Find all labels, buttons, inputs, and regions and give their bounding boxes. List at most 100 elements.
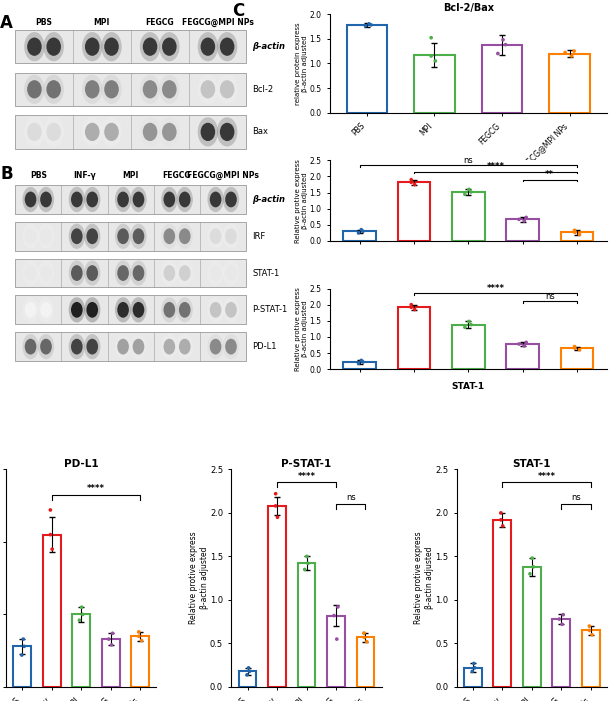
Ellipse shape: [85, 38, 99, 56]
Point: [558, 609, 568, 620]
Point: [574, 344, 584, 355]
Bar: [15, 30, 246, 63]
Point: [460, 189, 470, 200]
Text: ns: ns: [463, 156, 473, 165]
Ellipse shape: [104, 80, 119, 98]
Ellipse shape: [164, 229, 175, 244]
Point: [584, 620, 594, 632]
Text: IRF: IRF: [253, 232, 265, 240]
Text: PD-L1: PD-L1: [253, 342, 277, 351]
Bar: [482, 45, 522, 113]
Point: [333, 601, 343, 613]
Ellipse shape: [179, 229, 191, 244]
Ellipse shape: [177, 224, 193, 249]
Ellipse shape: [197, 75, 218, 104]
Text: ****: ****: [297, 472, 316, 481]
Point: [466, 319, 476, 330]
Ellipse shape: [86, 229, 98, 244]
Ellipse shape: [140, 117, 160, 147]
Ellipse shape: [25, 75, 45, 104]
Point: [587, 629, 597, 640]
Point: [521, 336, 531, 348]
Ellipse shape: [131, 224, 147, 249]
Text: A: A: [0, 14, 13, 32]
Text: ns: ns: [545, 292, 555, 301]
Bar: [343, 362, 376, 369]
Ellipse shape: [210, 229, 221, 244]
Ellipse shape: [200, 38, 215, 56]
Text: FEGCG@MPI NPs: FEGCG@MPI NPs: [188, 171, 259, 180]
Ellipse shape: [71, 229, 83, 244]
Point: [47, 543, 57, 554]
Ellipse shape: [140, 75, 160, 104]
Ellipse shape: [143, 123, 158, 141]
Point: [366, 19, 376, 30]
Point: [469, 658, 479, 669]
Text: MPI: MPI: [94, 18, 110, 27]
Text: ns: ns: [346, 494, 356, 503]
Ellipse shape: [179, 191, 191, 207]
Ellipse shape: [40, 265, 52, 281]
Point: [430, 55, 440, 67]
Bar: [561, 348, 593, 369]
Point: [498, 34, 508, 46]
Bar: [582, 630, 600, 687]
Ellipse shape: [220, 80, 234, 98]
Bar: [552, 619, 570, 687]
Point: [409, 179, 419, 190]
Text: FEGCG: FEGCG: [145, 18, 174, 27]
Y-axis label: relative protein express
β-actin adjusted: relative protein express β-actin adjuste…: [295, 22, 308, 104]
Point: [359, 627, 369, 639]
Point: [45, 504, 55, 515]
Title: Bcl-2/Bax: Bcl-2/Bax: [443, 4, 493, 13]
Point: [302, 551, 312, 562]
Point: [557, 619, 567, 630]
Ellipse shape: [82, 75, 102, 104]
Point: [104, 634, 113, 645]
Text: FEGCG@MPI NPs: FEGCG@MPI NPs: [181, 18, 253, 27]
Point: [362, 636, 371, 647]
Point: [134, 631, 144, 642]
Point: [406, 301, 416, 313]
Bar: [43, 535, 61, 687]
Ellipse shape: [179, 339, 191, 355]
Ellipse shape: [23, 260, 39, 286]
X-axis label: STAT-1: STAT-1: [452, 381, 485, 390]
Y-axis label: Relative protive express
β-actin adjusted: Relative protive express β-actin adjuste…: [189, 532, 208, 625]
Point: [406, 174, 416, 185]
Point: [406, 177, 416, 188]
Bar: [346, 25, 387, 113]
Point: [332, 634, 341, 645]
Point: [17, 649, 27, 660]
Ellipse shape: [25, 265, 36, 281]
Y-axis label: Relative protive express
β-actin adjusted: Relative protive express β-actin adjuste…: [295, 287, 308, 371]
Point: [567, 50, 577, 62]
Ellipse shape: [177, 187, 193, 212]
Ellipse shape: [104, 123, 119, 141]
Ellipse shape: [159, 32, 180, 61]
Bar: [15, 332, 246, 361]
Ellipse shape: [40, 302, 52, 318]
Ellipse shape: [210, 302, 221, 318]
Title: P-STAT-1: P-STAT-1: [281, 458, 332, 468]
Point: [364, 18, 374, 29]
Ellipse shape: [25, 117, 45, 147]
Point: [569, 46, 579, 57]
Bar: [268, 506, 286, 687]
Bar: [506, 219, 539, 241]
Point: [470, 662, 479, 674]
Bar: [15, 222, 246, 250]
Bar: [506, 344, 539, 369]
X-axis label: IRF: IRF: [460, 177, 476, 186]
Point: [570, 343, 580, 354]
Point: [570, 226, 580, 238]
Point: [569, 225, 579, 236]
Point: [574, 229, 584, 240]
Ellipse shape: [217, 32, 237, 61]
Bar: [561, 232, 593, 241]
Point: [514, 214, 524, 225]
Point: [358, 356, 368, 367]
Ellipse shape: [71, 339, 83, 355]
Ellipse shape: [84, 297, 101, 322]
Title: STAT-1: STAT-1: [512, 458, 551, 468]
